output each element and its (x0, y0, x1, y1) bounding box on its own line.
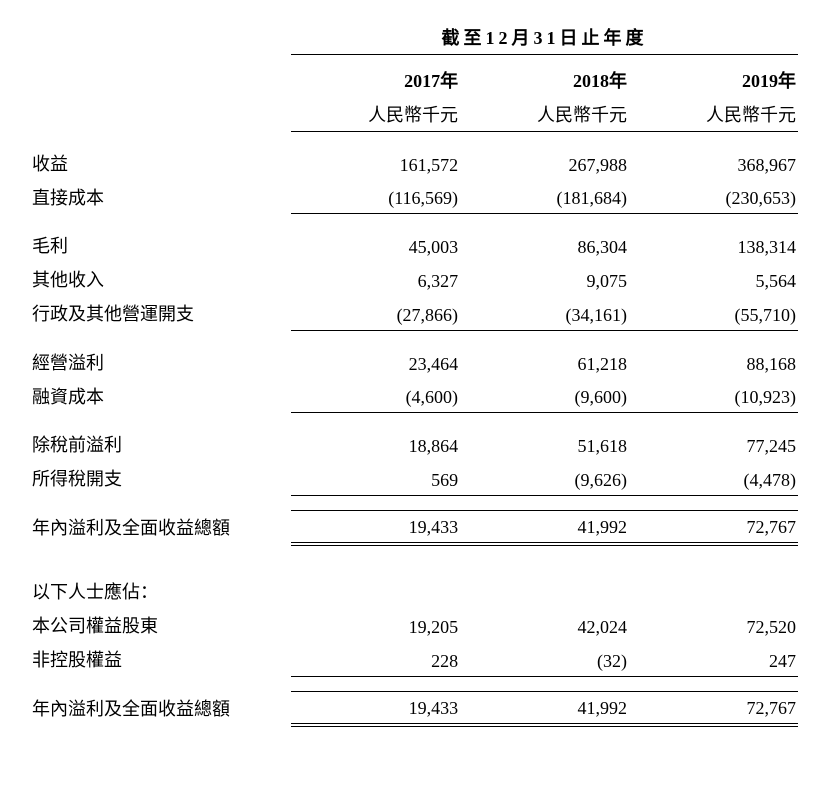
operating-profit-2017: 23,464 (291, 345, 460, 379)
equity-2017: 19,205 (291, 608, 460, 642)
nci-2018: (32) (460, 642, 629, 676)
direct-cost-2018: (181,684) (460, 180, 629, 214)
label-admin-expense: 行政及其他營運開支 (30, 296, 291, 330)
year-2018: 2018年 (460, 63, 629, 97)
tci2-2018: 41,992 (460, 691, 629, 725)
label-operating-profit: 經營溢利 (30, 345, 291, 379)
tci2-2017: 19,433 (291, 691, 460, 725)
tci2-2019: 72,767 (629, 691, 798, 725)
year-header-row: 2017年 2018年 2019年 (30, 63, 798, 97)
nci-2019: 247 (629, 642, 798, 676)
unit-2017: 人民幣千元 (291, 97, 460, 132)
label-total-comp-income-2: 年內溢利及全面收益總額 (30, 691, 291, 725)
equity-2018: 42,024 (460, 608, 629, 642)
label-profit-before-tax: 除稅前溢利 (30, 427, 291, 461)
period-caption: 截至12月31日止年度 (291, 20, 798, 55)
row-other-income: 其他收入 6,327 9,075 5,564 (30, 262, 798, 296)
year-2019: 2019年 (629, 63, 798, 97)
attr-2018 (460, 574, 629, 608)
pbt-2017: 18,864 (291, 427, 460, 461)
finance-cost-2017: (4,600) (291, 379, 460, 413)
tci-2019: 72,767 (629, 510, 798, 544)
tax-2018: (9,626) (460, 461, 629, 495)
row-profit-before-tax: 除稅前溢利 18,864 51,618 77,245 (30, 427, 798, 461)
gross-profit-2019: 138,314 (629, 228, 798, 262)
pbt-2019: 77,245 (629, 427, 798, 461)
finance-cost-2019: (10,923) (629, 379, 798, 413)
tax-2017: 569 (291, 461, 460, 495)
tci-2018: 41,992 (460, 510, 629, 544)
admin-expense-2017: (27,866) (291, 296, 460, 330)
row-operating-profit: 經營溢利 23,464 61,218 88,168 (30, 345, 798, 379)
attr-2017 (291, 574, 460, 608)
row-finance-cost: 融資成本 (4,600) (9,600) (10,923) (30, 379, 798, 413)
operating-profit-2018: 61,218 (460, 345, 629, 379)
direct-cost-2019: (230,653) (629, 180, 798, 214)
label-direct-cost: 直接成本 (30, 180, 291, 214)
label-income-tax: 所得稅開支 (30, 461, 291, 495)
row-equity-shareholders: 本公司權益股東 19,205 42,024 72,520 (30, 608, 798, 642)
row-direct-cost: 直接成本 (116,569) (181,684) (230,653) (30, 180, 798, 214)
label-attributable-to: 以下人士應佔： (30, 574, 291, 608)
revenue-2019: 368,967 (629, 146, 798, 180)
year-2017: 2017年 (291, 63, 460, 97)
direct-cost-2017: (116,569) (291, 180, 460, 214)
admin-expense-2019: (55,710) (629, 296, 798, 330)
caption-row: 截至12月31日止年度 (30, 20, 798, 55)
gross-profit-2017: 45,003 (291, 228, 460, 262)
unit-2019: 人民幣千元 (629, 97, 798, 132)
attr-2019 (629, 574, 798, 608)
row-total-comprehensive-income-2: 年內溢利及全面收益總額 19,433 41,992 72,767 (30, 691, 798, 725)
unit-row: 人民幣千元 人民幣千元 人民幣千元 (30, 97, 798, 132)
tax-2019: (4,478) (629, 461, 798, 495)
other-income-2018: 9,075 (460, 262, 629, 296)
revenue-2018: 267,988 (460, 146, 629, 180)
revenue-2017: 161,572 (291, 146, 460, 180)
gross-profit-2018: 86,304 (460, 228, 629, 262)
label-finance-cost: 融資成本 (30, 379, 291, 413)
row-attributable-to: 以下人士應佔： (30, 574, 798, 608)
label-other-income: 其他收入 (30, 262, 291, 296)
operating-profit-2019: 88,168 (629, 345, 798, 379)
label-total-comp-income: 年內溢利及全面收益總額 (30, 510, 291, 544)
label-gross-profit: 毛利 (30, 228, 291, 262)
financial-table: 截至12月31日止年度 2017年 2018年 2019年 人民幣千元 人民幣千… (30, 20, 798, 727)
row-admin-expense: 行政及其他營運開支 (27,866) (34,161) (55,710) (30, 296, 798, 330)
tci-2017: 19,433 (291, 510, 460, 544)
row-noncontrolling-interests: 非控股權益 228 (32) 247 (30, 642, 798, 676)
admin-expense-2018: (34,161) (460, 296, 629, 330)
row-income-tax: 所得稅開支 569 (9,626) (4,478) (30, 461, 798, 495)
other-income-2017: 6,327 (291, 262, 460, 296)
finance-cost-2018: (9,600) (460, 379, 629, 413)
nci-2017: 228 (291, 642, 460, 676)
pbt-2018: 51,618 (460, 427, 629, 461)
label-equity-shareholders: 本公司權益股東 (30, 608, 291, 642)
label-revenue: 收益 (30, 146, 291, 180)
row-gross-profit: 毛利 45,003 86,304 138,314 (30, 228, 798, 262)
row-total-comprehensive-income: 年內溢利及全面收益總額 19,433 41,992 72,767 (30, 510, 798, 544)
row-revenue: 收益 161,572 267,988 368,967 (30, 146, 798, 180)
unit-2018: 人民幣千元 (460, 97, 629, 132)
other-income-2019: 5,564 (629, 262, 798, 296)
equity-2019: 72,520 (629, 608, 798, 642)
label-noncontrolling: 非控股權益 (30, 642, 291, 676)
caption-underline (30, 55, 798, 63)
